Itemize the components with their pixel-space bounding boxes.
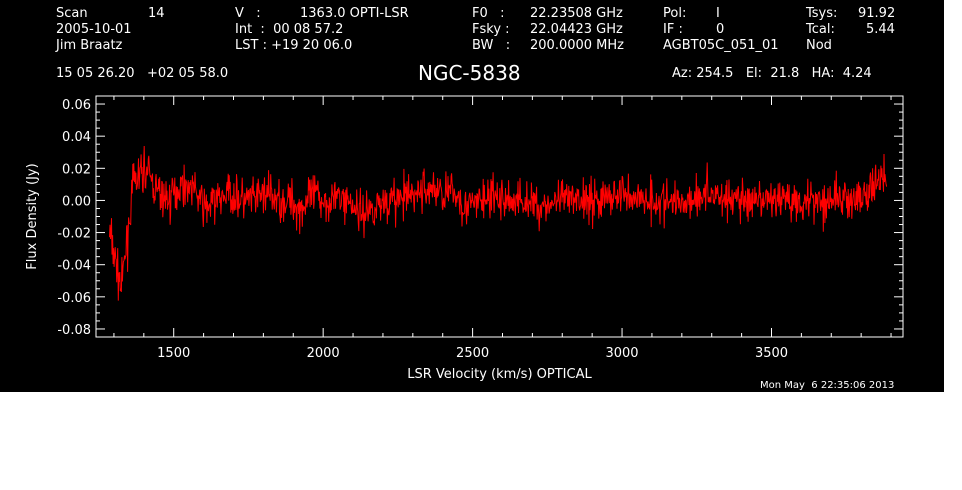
observer-name: Jim Braatz (56, 38, 123, 53)
velocity-value: 1363.0 OPTI-LSR (300, 6, 409, 21)
y-tick-label: -0.06 (57, 291, 91, 306)
x-tick-label: 3500 (755, 346, 788, 361)
x-tick-label: 3000 (605, 346, 638, 361)
velocity-label: V : (235, 6, 261, 21)
y-tick-label: -0.08 (57, 323, 91, 338)
x-tick-label: 2000 (307, 346, 340, 361)
tsys-label: Tsys: (806, 6, 838, 21)
x-tick-label: 1500 (157, 346, 190, 361)
tcal-label: Tcal: (806, 22, 835, 37)
integration-time: Int : 00 08 57.2 (235, 22, 344, 37)
project-id: AGBT05C_051_01 (663, 38, 779, 53)
pointing-info: Az: 254.5 El: 21.8 HA: 4.24 (672, 66, 872, 81)
f0-label: F0 : (472, 6, 505, 21)
y-tick-label: 0.04 (62, 130, 91, 145)
pol-value: I (716, 6, 720, 21)
spectrum-chart: 1500 2000 2500 3000 3500 -0.08 -0.06 -0.04 -0.02… (25, 95, 904, 382)
y-axis-label: Flux Density (Jy) (25, 163, 40, 269)
bw-value: 200.0000 MHz (530, 38, 624, 53)
obs-date: 2005-10-01 (56, 22, 132, 37)
plot-timestamp: Mon May 6 22:35:06 2013 (760, 380, 895, 391)
y-tick-label: 0.00 (62, 194, 91, 209)
pol-label: Pol: (663, 6, 687, 21)
scan-value: 14 (148, 6, 165, 21)
series-line-flux (109, 145, 888, 301)
y-tick-label: -0.04 (57, 259, 91, 274)
proc-type: Nod (806, 38, 832, 53)
f0-value: 22.23508 GHz (530, 6, 623, 21)
source-coordinates: 15 05 26.20 +02 05 58.0 (56, 66, 229, 81)
if-value: 0 (716, 22, 725, 37)
lst: LST : +19 20 06.0 (235, 38, 353, 53)
tsys-value: 91.92 (858, 6, 896, 21)
fsky-value: 22.04423 GHz (530, 22, 623, 37)
x-tick-label: 2500 (456, 346, 489, 361)
if-label: IF : (663, 22, 683, 37)
tcal-value: 5.44 (866, 22, 895, 37)
plot-window: Scan 14 2005-10-01 Jim Braatz V : 1363.0… (0, 0, 944, 392)
y-tick-label: 0.02 (62, 162, 91, 177)
x-axis-label: LSR Velocity (km/s) OPTICAL (407, 367, 592, 382)
y-tick-label: 0.06 (62, 98, 91, 113)
fsky-label: Fsky : (472, 22, 510, 37)
scan-label: Scan (56, 6, 88, 21)
plot-frame (95, 95, 904, 338)
bw-label: BW : (472, 38, 511, 53)
y-tick-label: -0.02 (57, 227, 91, 242)
source-name: NGC-5838 (418, 61, 521, 85)
